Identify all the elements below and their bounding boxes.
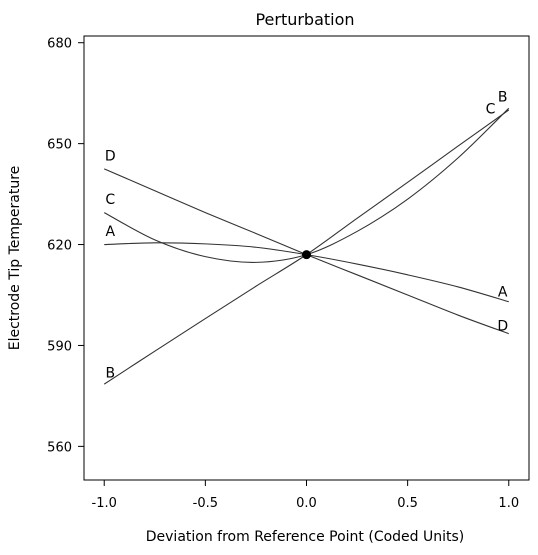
curve-label-c: C: [486, 101, 496, 117]
curve-label-b: B: [498, 90, 508, 106]
y-axis-label: Electrode Tip Temperature: [7, 166, 23, 351]
x-axis-label: Deviation from Reference Point (Coded Un…: [146, 529, 465, 545]
x-axis: -1.0 -0.5 0.0 0.5 1.0: [92, 480, 519, 511]
x-tick-label: 0.5: [397, 496, 418, 511]
y-tick-label: 680: [47, 37, 72, 52]
curves: [103, 107, 510, 385]
x-tick-label: -1.0: [92, 496, 117, 511]
y-tick-label: 590: [47, 339, 72, 354]
y-tick-label: 560: [47, 440, 72, 455]
x-tick-label: 0.0: [296, 496, 317, 511]
curve-label-d: D: [105, 148, 116, 164]
series-c-line: [103, 107, 510, 263]
reference-point: [302, 250, 311, 260]
curve-label-d: D: [497, 318, 508, 334]
y-axis: 560 590 620 650 680: [47, 37, 84, 455]
y-tick-label: 620: [47, 239, 72, 254]
x-tick-label: 1.0: [498, 496, 519, 511]
curve-label-c: C: [105, 192, 115, 208]
reference-point-group: [302, 250, 311, 260]
series-b-line: [103, 109, 510, 385]
chart-title: Perturbation: [255, 10, 354, 29]
curve-label-b: B: [105, 365, 115, 381]
y-tick-label: 650: [47, 138, 72, 153]
curve-label-a: A: [498, 285, 508, 301]
curve-label-a: A: [106, 224, 116, 240]
x-tick-label: -0.5: [193, 496, 218, 511]
